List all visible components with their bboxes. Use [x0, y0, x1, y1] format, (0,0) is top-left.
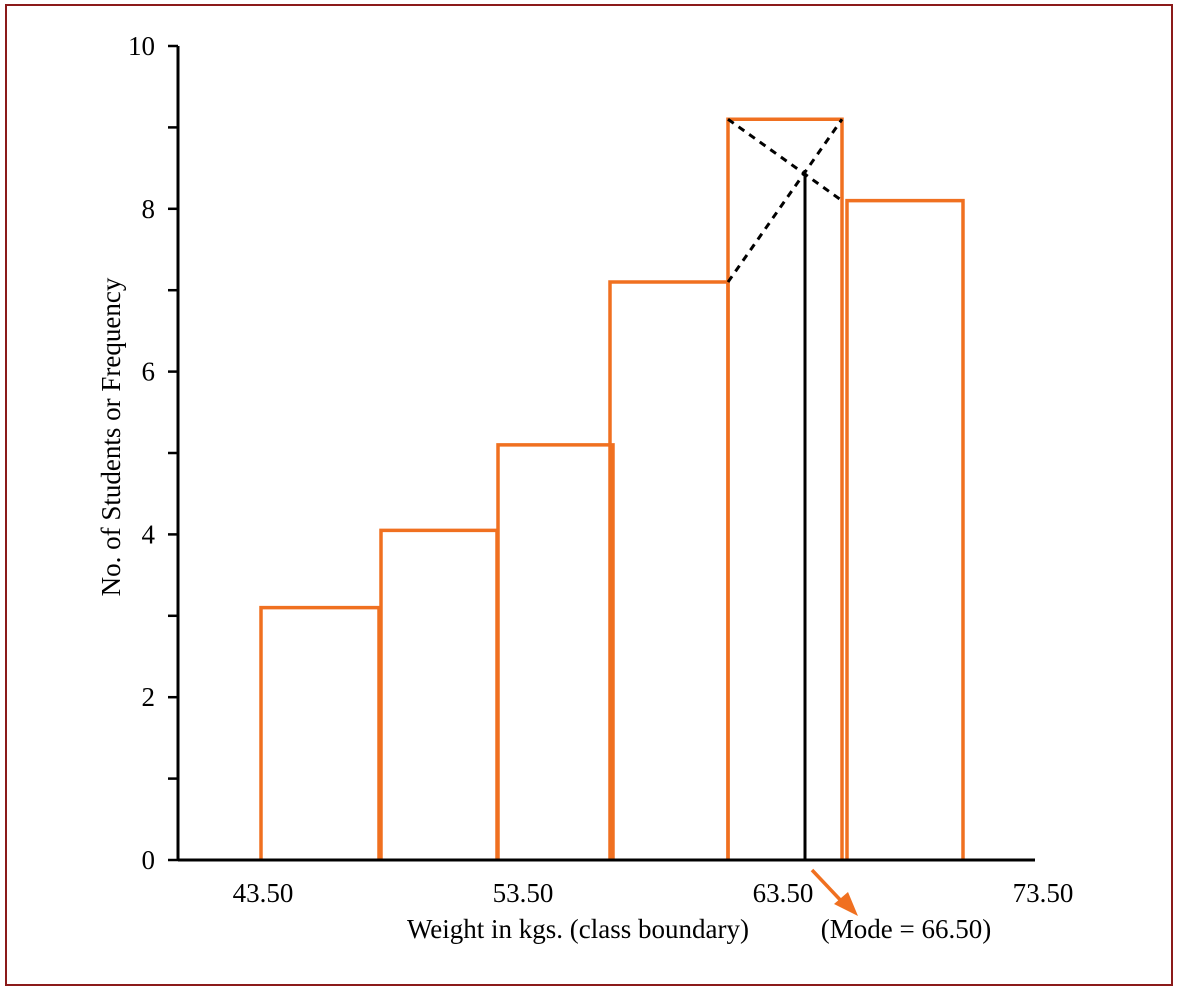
histogram-bar — [845, 198, 965, 860]
y-tick-label: 10 — [128, 31, 155, 61]
y-axis-label: No. of Students or Frequency — [96, 277, 126, 596]
x-tick-label: 43.50 — [233, 878, 294, 908]
axes — [168, 44, 1035, 862]
mode-diagonal-line — [727, 118, 843, 202]
y-tick-labels: 0 2 4 6 8 10 — [128, 31, 156, 875]
y-tick-label: 6 — [142, 357, 156, 387]
x-tick-labels: 43.50 53.50 63.50 73.50 — [233, 878, 1074, 908]
mode-diagonal-line — [726, 118, 844, 283]
mode-construction — [726, 118, 858, 916]
histogram-bars — [259, 117, 965, 860]
histogram-bar — [726, 117, 844, 860]
histogram-bar — [259, 605, 381, 860]
x-tick-label: 63.50 — [753, 878, 814, 908]
mode-arrow-head — [834, 892, 858, 916]
y-tick-label: 8 — [142, 194, 156, 224]
histogram-bar — [608, 280, 730, 860]
y-tick-label: 0 — [142, 845, 156, 875]
x-tick-label: 73.50 — [1013, 878, 1074, 908]
histogram-bar — [496, 443, 615, 860]
mode-label: (Mode = 66.50) — [821, 914, 991, 944]
y-tick-label: 2 — [142, 682, 156, 712]
x-tick-label: 53.50 — [493, 878, 554, 908]
frame-border — [5, 4, 1173, 986]
x-axis-label: Weight in kgs. (class boundary) — [407, 914, 749, 944]
y-tick-label: 4 — [142, 519, 156, 549]
histogram-bar — [379, 528, 499, 860]
